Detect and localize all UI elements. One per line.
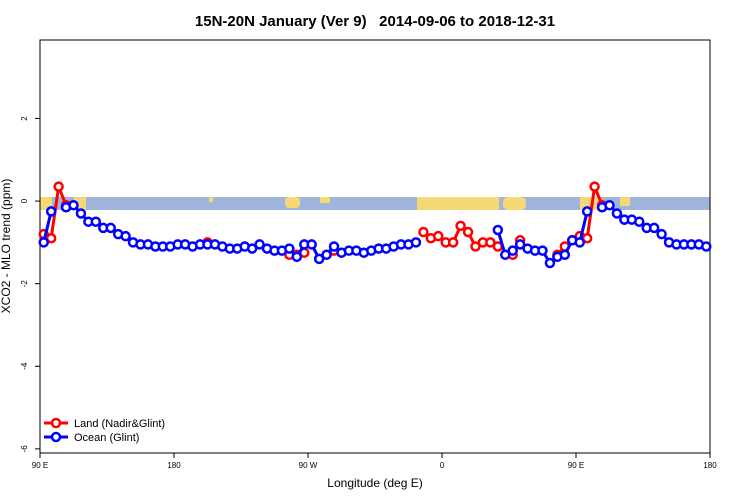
data-point <box>328 241 340 252</box>
data-point <box>544 257 556 269</box>
data-point <box>589 181 600 192</box>
chart-title: 15N-20N January (Ver 9) 2014-09-06 to 20… <box>195 13 555 30</box>
data-point <box>38 237 49 248</box>
legend-label: Ocean (Glint) <box>74 432 139 444</box>
legend-label: Land (Nadir&Glint) <box>74 418 165 430</box>
data-point <box>559 249 571 261</box>
data-point <box>701 241 712 252</box>
data-point <box>120 230 131 242</box>
data-point <box>433 230 444 242</box>
data-point <box>418 226 429 238</box>
data-point <box>284 243 295 254</box>
y-tick-label: 0 <box>20 198 29 203</box>
data-point <box>45 232 57 244</box>
y-tick-label: -4 <box>20 362 29 370</box>
data-point <box>246 243 258 254</box>
data-point <box>514 239 526 250</box>
y-tick-label: 2 <box>20 116 29 121</box>
x-tick-label: 180 <box>167 461 181 470</box>
map-band <box>40 197 710 210</box>
legend-marker <box>50 417 62 429</box>
x-axis-label: Longitude (deg E) <box>327 476 422 490</box>
data-point <box>574 237 585 248</box>
data-point <box>45 206 57 217</box>
data-point <box>648 222 660 234</box>
data-point <box>68 199 79 211</box>
data-point <box>455 220 466 232</box>
data-point <box>306 239 317 250</box>
x-tick-label: 90 E <box>32 461 48 470</box>
data-point <box>507 245 518 256</box>
legend-marker <box>50 431 62 443</box>
data-point <box>581 206 593 217</box>
data-point <box>492 224 504 236</box>
data-point <box>105 222 116 234</box>
data-point <box>470 241 481 252</box>
y-axis-label: XCO2 - MLO trend (ppm) <box>0 179 13 314</box>
data-point <box>90 216 102 227</box>
data-point <box>75 208 87 219</box>
y-tick-label: -2 <box>20 280 29 288</box>
x-tick-label: 180 <box>703 461 717 470</box>
data-point <box>604 199 615 211</box>
data-point <box>254 239 265 250</box>
data-point <box>537 245 548 256</box>
data-point <box>321 249 332 261</box>
x-tick-label: 90 W <box>299 461 318 470</box>
data-point <box>291 251 303 263</box>
x-tick-label: 0 <box>440 461 445 470</box>
data-point <box>462 226 474 238</box>
data-point <box>634 216 645 227</box>
data-point <box>581 232 593 244</box>
data-point <box>53 181 64 192</box>
data-point <box>485 237 496 248</box>
series-line <box>42 203 707 266</box>
x-tick-label: 90 E <box>568 461 584 470</box>
data-point <box>410 237 422 248</box>
data-point <box>313 253 325 265</box>
y-tick-label: -6 <box>20 445 29 453</box>
data-point <box>500 249 511 261</box>
data-point <box>611 208 623 219</box>
data-point <box>447 237 459 248</box>
data-point <box>656 228 667 240</box>
